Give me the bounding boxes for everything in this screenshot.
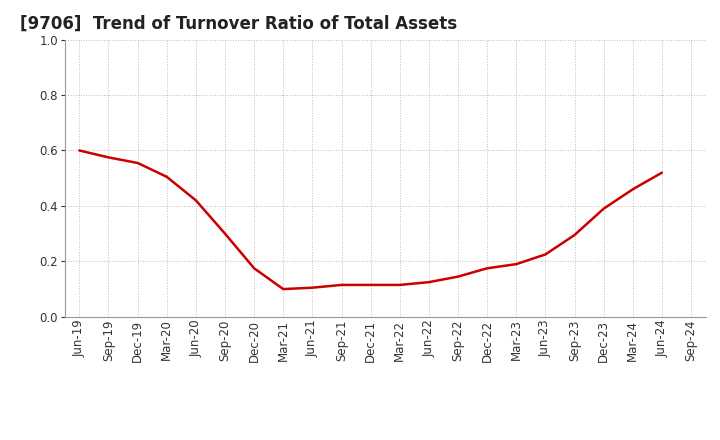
Text: [9706]  Trend of Turnover Ratio of Total Assets: [9706] Trend of Turnover Ratio of Total … [20,15,457,33]
